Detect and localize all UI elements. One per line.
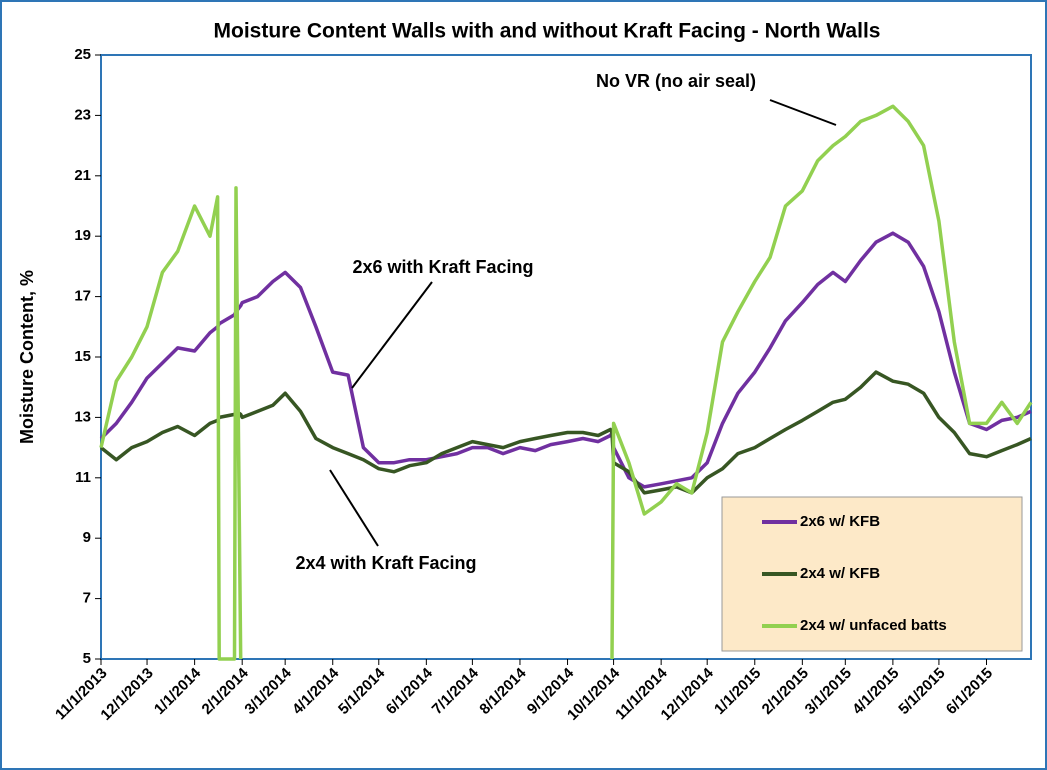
annotation-arrow [329, 469, 379, 547]
y-tick-label: 15 [74, 348, 91, 365]
annotation-arrow [351, 281, 433, 389]
y-tick-label: 11 [75, 469, 91, 486]
y-tick-label: 25 [74, 46, 91, 63]
y-tick-label: 7 [83, 590, 91, 607]
y-tick-label: 17 [74, 288, 91, 305]
annotation: No VR (no air seal) [596, 71, 756, 91]
y-tick-label: 21 [74, 167, 91, 184]
y-axis-label: Moisture Content, % [17, 270, 37, 444]
series-line [99, 104, 1033, 661]
annotation-arrow [769, 99, 837, 126]
annotation: 2x6 with Kraft Facing [352, 257, 533, 277]
annotation: 2x4 with Kraft Facing [295, 553, 476, 573]
y-tick-label: 19 [74, 227, 91, 244]
y-tick-label: 9 [83, 529, 91, 546]
y-tick-label: 23 [74, 106, 91, 123]
y-tick-label: 13 [74, 408, 91, 425]
legend-label: 2x6 w/ KFB [800, 513, 880, 530]
legend-label: 2x4 w/ KFB [800, 565, 880, 582]
legend-label: 2x4 w/ unfaced batts [800, 617, 947, 634]
chart-title: Moisture Content Walls with and without … [214, 20, 881, 43]
y-tick-label: 5 [83, 650, 91, 667]
